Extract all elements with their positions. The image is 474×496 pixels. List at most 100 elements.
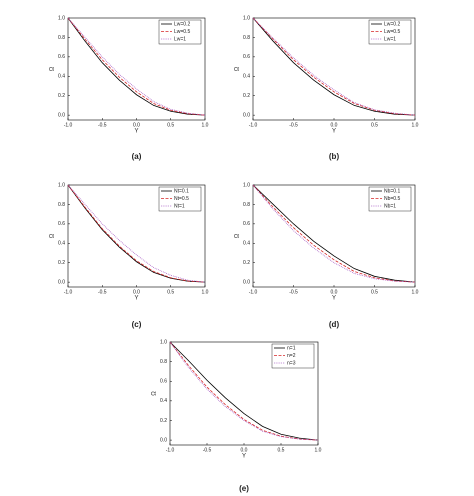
y-tick-label: 1.0 xyxy=(58,15,65,21)
legend-box xyxy=(368,19,412,45)
series-line xyxy=(169,341,319,441)
x-axis-label: Y xyxy=(134,296,138,302)
y-axis-label: Ω xyxy=(235,233,241,238)
x-tick-label: 0.0 xyxy=(133,289,140,295)
legend-label: Nt=0.1 xyxy=(174,188,189,194)
y-tick-label: 0.6 xyxy=(58,221,65,227)
series-line xyxy=(67,17,206,116)
x-tick-label: 0.5 xyxy=(167,289,174,295)
series-line xyxy=(169,341,319,441)
y-tick-label: 0.4 xyxy=(243,241,250,247)
legend-label: Lw=0.2 xyxy=(384,21,400,27)
legend-label: n=3 xyxy=(287,360,296,366)
series-line xyxy=(252,184,416,283)
series-line xyxy=(252,17,416,116)
y-tick-label: 0.4 xyxy=(243,74,250,80)
y-tick-label: 1.0 xyxy=(160,339,167,345)
y-tick-label: 0.4 xyxy=(160,398,167,404)
y-tick-label: 0.4 xyxy=(58,74,65,80)
x-tick-label: -0.5 xyxy=(289,289,298,295)
legend-label: Lw=1 xyxy=(384,36,396,42)
x-tick-label: 0.5 xyxy=(371,122,378,128)
y-tick-label: 0.8 xyxy=(58,35,65,41)
caption: (d) xyxy=(329,320,340,329)
series-line xyxy=(67,17,206,116)
x-tick-label: 0.5 xyxy=(167,122,174,128)
y-tick-label: 0.4 xyxy=(58,241,65,247)
y-tick-label: 0.2 xyxy=(58,93,65,99)
panel: -1.0 -0.5 0.0 0.5 1.0 0.0 0.2 0.4 0.6 0.8 1.0 Y Ω (d)… xyxy=(235,182,419,329)
legend-label: Lw=0.5 xyxy=(174,29,190,35)
legend-label: Nt=1 xyxy=(174,203,185,209)
y-axis-label: Ω xyxy=(152,391,158,396)
x-tick-label: -0.5 xyxy=(203,447,212,453)
x-tick-label: -0.5 xyxy=(98,289,107,295)
y-tick-label: 0.8 xyxy=(243,35,250,41)
legend-label: Nb=0.1 xyxy=(384,188,400,194)
caption: (a) xyxy=(132,152,142,161)
legend-label: Nt=0.5 xyxy=(174,196,189,202)
series-line xyxy=(67,17,206,116)
y-tick-label: 0.0 xyxy=(58,112,65,118)
y-axis-label: Ω xyxy=(235,66,241,71)
x-tick-label: -0.5 xyxy=(289,122,298,128)
legend-label: Lw=1 xyxy=(174,36,186,42)
panel: -1.0 -0.5 0.0 0.5 1.0 0.0 0.2 0.4 0.6 0.8 1.0 Y Ω (b)… xyxy=(235,15,419,161)
x-tick-label: 0.5 xyxy=(278,447,285,453)
y-tick-label: 0.8 xyxy=(243,202,250,208)
y-tick-label: 0.0 xyxy=(243,279,250,285)
y-tick-label: 0.6 xyxy=(243,54,250,60)
legend-label: Lw=0.5 xyxy=(384,29,400,35)
x-tick-label: -1.0 xyxy=(166,447,175,453)
y-tick-label: 0.6 xyxy=(58,54,65,60)
y-tick-label: 1.0 xyxy=(243,15,250,21)
caption: (e) xyxy=(239,484,249,493)
y-tick-label: 0.2 xyxy=(243,260,250,266)
series-line xyxy=(252,184,416,283)
y-tick-label: 0.0 xyxy=(58,279,65,285)
y-tick-label: 0.0 xyxy=(160,437,167,443)
series-line xyxy=(252,17,416,116)
series-line xyxy=(252,184,416,283)
y-axis-label: Ω xyxy=(50,233,56,238)
series-line xyxy=(67,184,206,283)
x-tick-label: -1.0 xyxy=(64,289,73,295)
x-tick-label: 1.0 xyxy=(202,122,209,128)
x-tick-label: 1.0 xyxy=(315,447,322,453)
x-tick-label: -1.0 xyxy=(64,122,73,128)
caption: (c) xyxy=(132,320,142,329)
x-tick-label: 0.0 xyxy=(133,122,140,128)
legend-box xyxy=(271,343,315,369)
x-tick-label: 1.0 xyxy=(202,289,209,295)
x-tick-label: -1.0 xyxy=(249,122,258,128)
x-axis-label: Y xyxy=(332,129,336,135)
legend-label: n=1 xyxy=(287,345,296,351)
x-tick-label: 0.0 xyxy=(241,447,248,453)
x-tick-label: 0.5 xyxy=(371,289,378,295)
y-tick-label: 0.2 xyxy=(58,260,65,266)
x-axis-label: Y xyxy=(242,454,246,460)
series-line xyxy=(67,184,206,283)
x-tick-label: -0.5 xyxy=(98,122,107,128)
x-tick-label: 0.0 xyxy=(331,122,338,128)
caption: (b) xyxy=(329,152,340,161)
y-tick-label: 0.6 xyxy=(243,221,250,227)
x-tick-label: -1.0 xyxy=(249,289,258,295)
y-tick-label: 0.2 xyxy=(243,93,250,99)
legend-label: Nb=0.5 xyxy=(384,196,400,202)
y-tick-label: 0.0 xyxy=(243,112,250,118)
x-axis-label: Y xyxy=(332,296,336,302)
x-tick-label: 1.0 xyxy=(412,122,419,128)
series-line xyxy=(67,184,206,283)
x-axis-label: Y xyxy=(134,129,138,135)
y-tick-label: 1.0 xyxy=(58,182,65,188)
y-axis-label: Ω xyxy=(50,66,56,71)
legend-label: n=2 xyxy=(287,353,296,359)
legend-label: Lw=0.2 xyxy=(174,21,190,27)
panel: -1.0 -0.5 0.0 0.5 1.0 0.0 0.2 0.4 0.6 0.8 1.0 Y Ω (e)… xyxy=(152,339,322,493)
y-tick-label: 0.8 xyxy=(58,202,65,208)
panel: -1.0 -0.5 0.0 0.5 1.0 0.0 0.2 0.4 0.6 0.8 1.0 Y Ω (c)… xyxy=(50,182,209,329)
panel: -1.0 -0.5 0.0 0.5 1.0 0.0 0.2 0.4 0.6 0.8 1.0 Y Ω (a)… xyxy=(50,15,209,161)
y-tick-label: 1.0 xyxy=(243,182,250,188)
